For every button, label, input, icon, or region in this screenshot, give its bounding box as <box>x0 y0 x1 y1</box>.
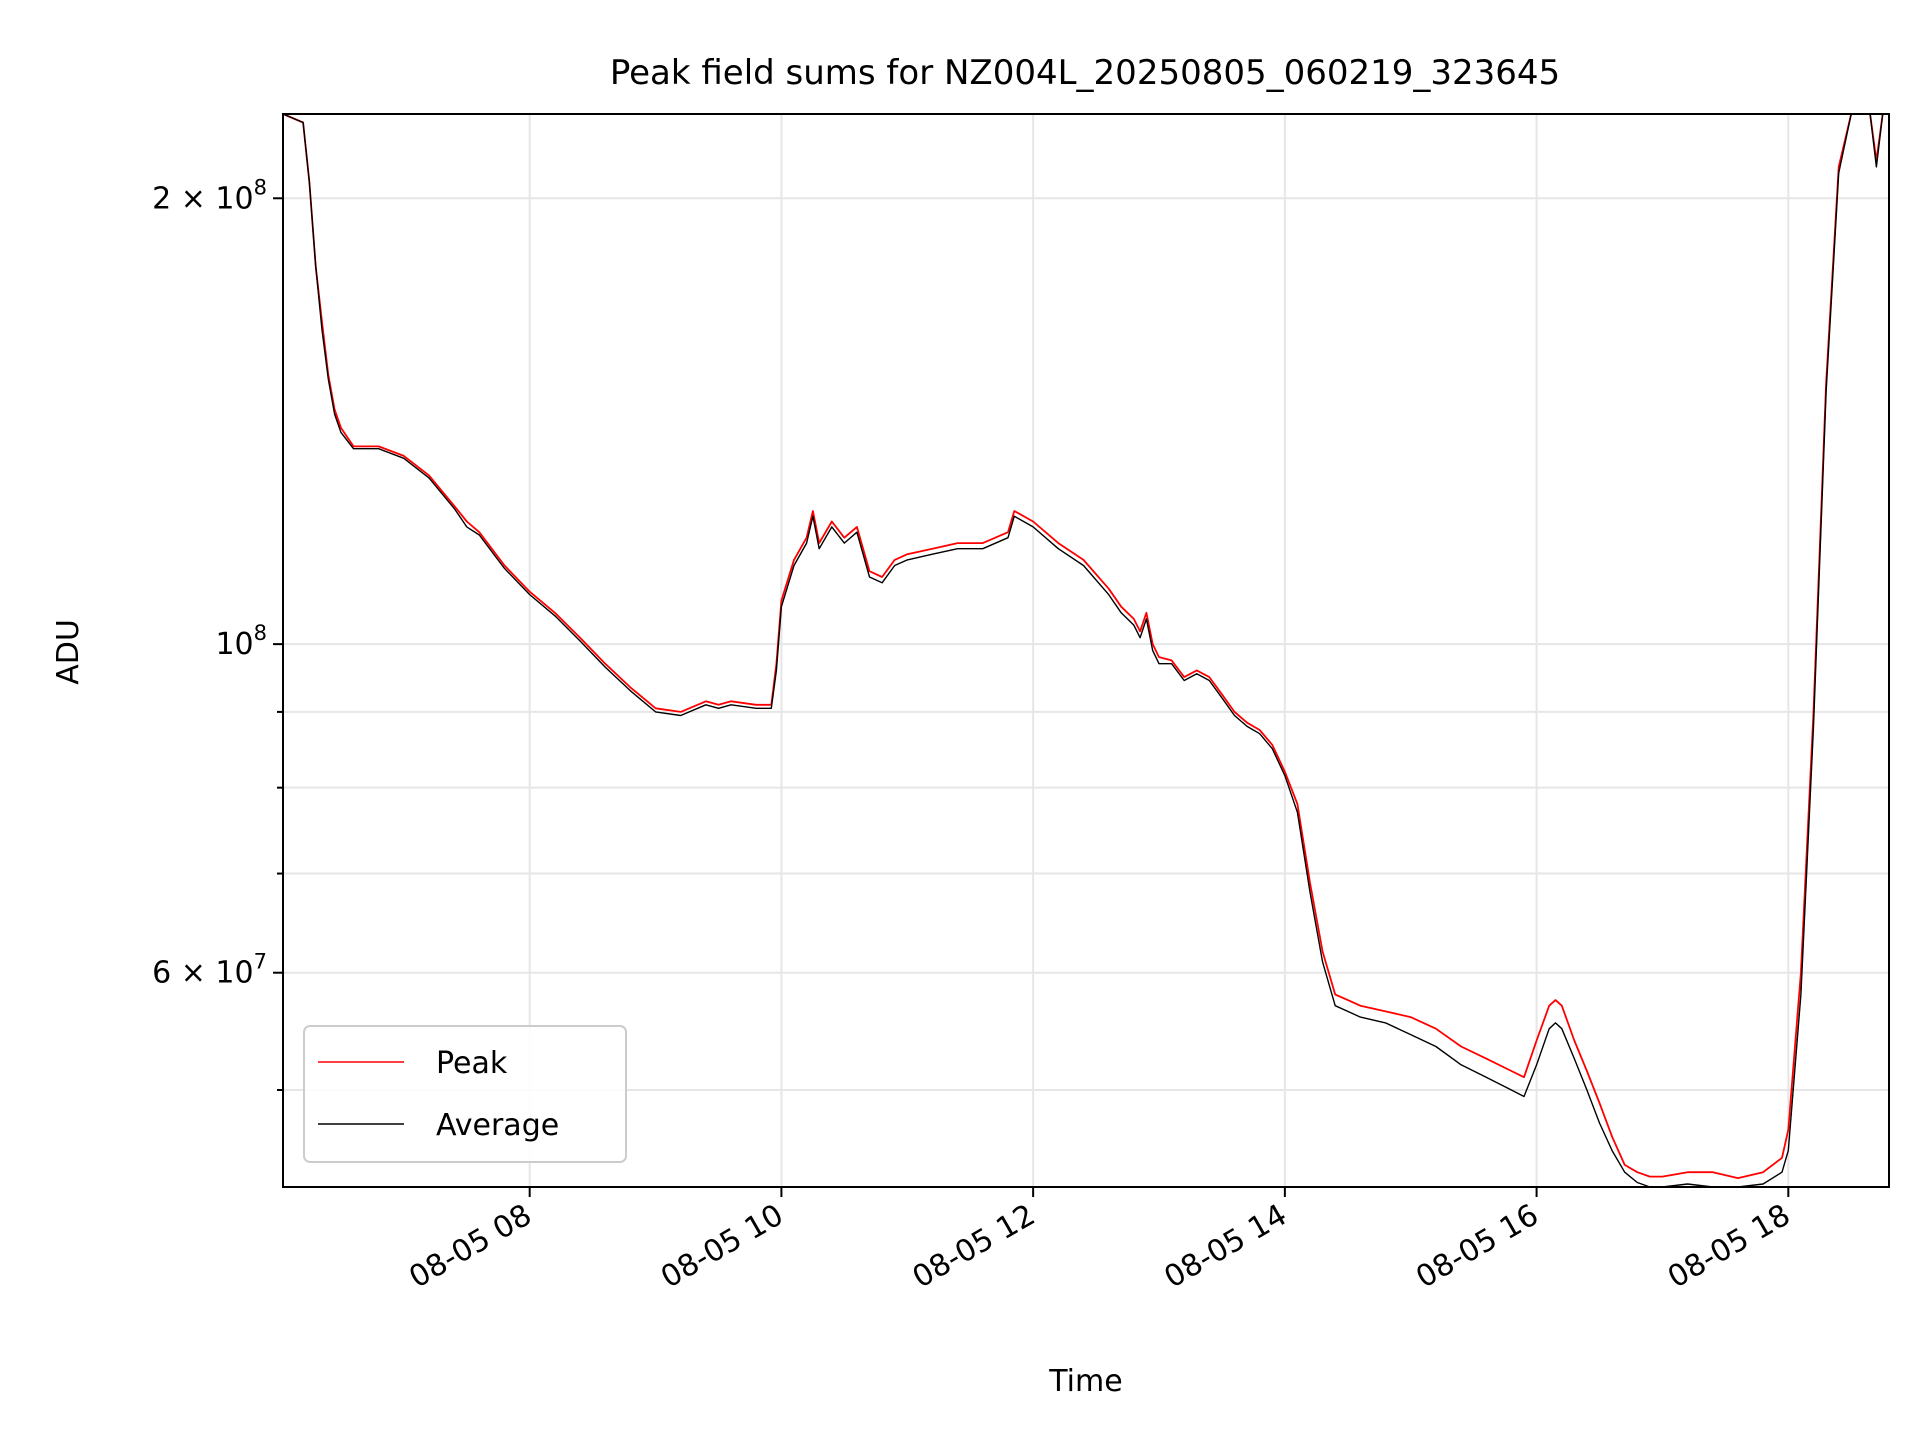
legend-label-peak: Peak <box>436 1046 508 1081</box>
y-tick-label: 108 <box>215 621 267 662</box>
chart-title: Peak field sums for NZ004L_20250805_0602… <box>610 53 1560 93</box>
plot-frame <box>282 113 1890 1188</box>
legend-label-average: Average <box>436 1108 559 1143</box>
legend-box <box>303 1025 627 1163</box>
x-axis-label: Time <box>1048 1364 1122 1399</box>
y-axis-label: ADU <box>51 619 86 685</box>
grid <box>283 114 1889 1187</box>
legend: Peak Average <box>303 1025 627 1163</box>
y-tick-label: 6 × 107 <box>152 950 267 991</box>
series-line-peak <box>282 113 1889 1179</box>
y-tick-label: 2 × 108 <box>152 175 267 216</box>
y-axis-ticks: 6 × 107 108 2 × 108 <box>152 175 283 1091</box>
